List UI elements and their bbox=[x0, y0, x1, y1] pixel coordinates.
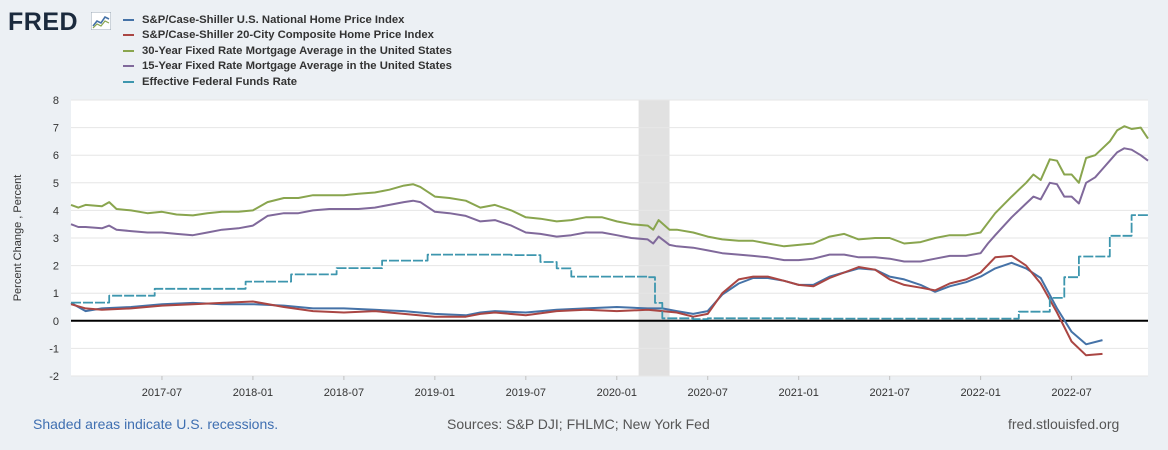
legend-item: 30-Year Fixed Rate Mortgage Average in t… bbox=[123, 43, 452, 59]
series-line-2 bbox=[70, 254, 1103, 357]
legend-swatch bbox=[123, 65, 134, 68]
y-tick-label: 2 bbox=[53, 261, 59, 273]
y-tick-label: -2 bbox=[49, 371, 59, 383]
y-tick-label: 5 bbox=[53, 178, 59, 190]
y-tick-label: 1 bbox=[53, 288, 59, 300]
x-tick-label: 2020-07 bbox=[688, 387, 728, 399]
x-tick-label: 2019-01 bbox=[415, 387, 455, 399]
legend-label: 15-Year Fixed Rate Mortgage Average in t… bbox=[142, 60, 452, 73]
x-tick-label: 2018-01 bbox=[233, 387, 273, 399]
y-tick-label: 4 bbox=[53, 205, 59, 217]
x-tick-label: 2020-01 bbox=[597, 387, 637, 399]
legend-label: Effective Federal Funds Rate bbox=[142, 75, 298, 88]
series-line-5 bbox=[71, 214, 1148, 321]
y-axis-label: Percent Change , Percent bbox=[12, 175, 24, 302]
legend-swatch bbox=[123, 49, 134, 52]
x-tick-label: 2021-07 bbox=[869, 387, 909, 399]
x-tick-label: 2021-01 bbox=[779, 387, 819, 399]
legend-item: S&P/Case-Shiller U.S. National Home Pric… bbox=[123, 12, 452, 28]
chart-legend: S&P/Case-Shiller U.S. National Home Pric… bbox=[123, 12, 452, 90]
y-tick-label: 8 bbox=[53, 95, 59, 107]
fred-logo[interactable]: FRED bbox=[8, 8, 79, 36]
legend-label: S&P/Case-Shiller U.S. National Home Pric… bbox=[142, 13, 405, 26]
legend-item: Effective Federal Funds Rate bbox=[123, 74, 452, 90]
recession-note: Shaded areas indicate U.S. recessions. bbox=[33, 416, 279, 432]
series-line-4 bbox=[70, 147, 1149, 263]
x-tick-label: 2022-07 bbox=[1051, 387, 1091, 399]
x-tick-label: 2022-01 bbox=[960, 387, 1000, 399]
legend-item: 15-Year Fixed Rate Mortgage Average in t… bbox=[123, 59, 452, 75]
x-tick-label: 2018-07 bbox=[324, 387, 364, 399]
y-tick-label: -1 bbox=[49, 343, 59, 355]
legend-swatch bbox=[123, 80, 134, 83]
y-tick-label: 0 bbox=[53, 316, 59, 328]
x-tick-label: 2017-07 bbox=[142, 387, 182, 399]
legend-swatch bbox=[123, 34, 134, 37]
fred-line-graph-icon bbox=[91, 12, 111, 30]
y-tick-label: 7 bbox=[53, 123, 59, 135]
y-tick-label: 3 bbox=[53, 233, 59, 245]
sources-text: Sources: S&P DJI; FHLMC; New York Fed bbox=[447, 416, 710, 432]
x-tick-label: 2019-07 bbox=[506, 387, 546, 399]
legend-label: S&P/Case-Shiller 20-City Composite Home … bbox=[142, 29, 434, 42]
fred-site-link[interactable]: fred.stlouisfed.org bbox=[1008, 416, 1120, 432]
y-tick-label: 6 bbox=[53, 150, 59, 162]
legend-swatch bbox=[123, 18, 134, 21]
legend-item: S&P/Case-Shiller 20-City Composite Home … bbox=[123, 28, 452, 44]
legend-label: 30-Year Fixed Rate Mortgage Average in t… bbox=[142, 44, 452, 57]
series-line-3 bbox=[70, 125, 1149, 248]
